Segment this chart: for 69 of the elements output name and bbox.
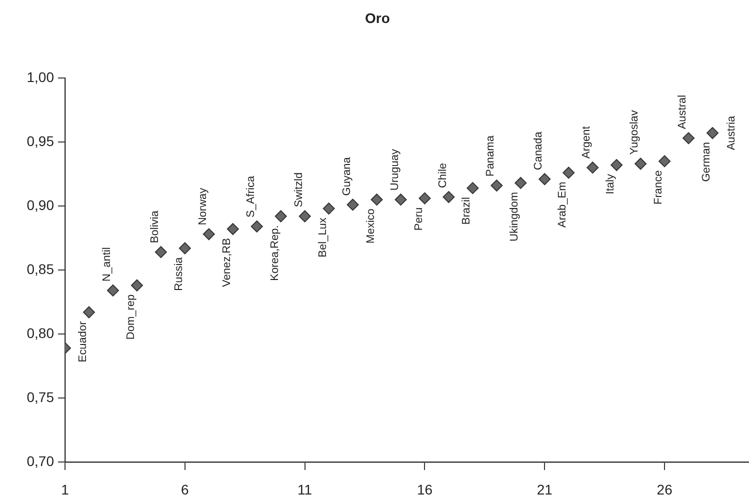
- point: [130, 279, 143, 292]
- point: [226, 223, 239, 236]
- point: [346, 198, 359, 211]
- y-tick-label: 1,00: [26, 68, 54, 85]
- point: [442, 191, 455, 204]
- annotation: Yugoslav: [628, 110, 641, 155]
- point: [538, 173, 551, 186]
- point: [82, 306, 95, 318]
- y-tick-label: 0,75: [26, 388, 54, 405]
- point: [562, 166, 575, 179]
- annotation: Dom_rep: [124, 294, 137, 340]
- annotation: Arab_Em: [556, 182, 569, 228]
- x-tick-label: 26: [656, 481, 673, 498]
- y-tick-label: 0,85: [26, 260, 54, 277]
- annotation: S_Africa: [244, 175, 257, 218]
- annotation: Italy: [604, 174, 617, 194]
- point: [610, 159, 623, 172]
- point: [418, 192, 431, 204]
- annotation: Chile: [436, 162, 449, 188]
- x-tick-label: 1: [61, 481, 70, 498]
- annotation: Austria: [726, 115, 738, 150]
- point: [202, 228, 215, 240]
- annotation: Ukingdom: [508, 192, 521, 242]
- y-tick-label: 0,90: [26, 196, 54, 213]
- annotation: Bolivia: [148, 210, 161, 244]
- annotation: Bel_Lux: [316, 217, 329, 258]
- annotation: Guyana: [340, 156, 353, 196]
- point: [178, 242, 191, 254]
- point: [658, 155, 671, 168]
- annotation: Brazil: [460, 197, 473, 225]
- point: [514, 176, 527, 189]
- y-tick-label: 0,80: [26, 324, 54, 341]
- annotation: N_antil: [100, 247, 113, 282]
- annotation: Canada: [532, 130, 545, 170]
- annotation: Argent: [580, 126, 593, 159]
- annotation: German: [700, 142, 713, 182]
- x-tick-label: 11: [298, 481, 312, 498]
- annotation: Ecuador: [77, 320, 90, 362]
- annotation: Panama: [484, 134, 497, 177]
- point: [466, 182, 479, 194]
- point: [370, 194, 383, 206]
- x-tick-label: 6: [181, 481, 190, 498]
- point: [634, 158, 647, 170]
- point: [706, 127, 719, 140]
- y-tick-label: 0,95: [26, 132, 54, 149]
- annotation: France: [652, 170, 665, 204]
- annotation: Korea,Rep.: [268, 225, 281, 281]
- chart-title: Oro: [364, 10, 391, 26]
- annotation: Austral: [676, 94, 689, 130]
- point: [250, 220, 263, 232]
- annotation: Venez,RB: [220, 238, 233, 287]
- point: [274, 210, 287, 222]
- point: [106, 284, 119, 296]
- annotation: Switzld: [292, 172, 305, 208]
- point: [682, 132, 695, 144]
- annotation: Mexico: [364, 208, 377, 244]
- x-tick-label: 21: [536, 481, 553, 498]
- annotation: Uruguay: [388, 148, 401, 191]
- y-tick-label: 0,70: [26, 452, 54, 469]
- annotation: Norway: [196, 187, 209, 226]
- annotation: Peru: [412, 207, 425, 231]
- point: [154, 246, 167, 258]
- point: [322, 202, 335, 215]
- point: [298, 210, 311, 222]
- x-tick-label: 16: [416, 481, 433, 498]
- point: [490, 180, 503, 192]
- point: [394, 194, 407, 206]
- point: [586, 162, 599, 174]
- annotation: Russia: [172, 256, 185, 291]
